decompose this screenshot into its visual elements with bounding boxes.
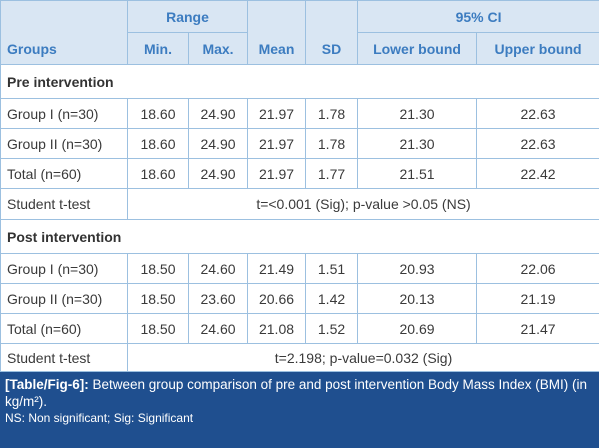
cell: 22.06: [477, 254, 599, 284]
cell: 21.97: [248, 159, 306, 189]
header-cell: Groups: [1, 1, 128, 65]
cell: 24.90: [189, 129, 248, 159]
cell: 23.60: [189, 284, 248, 314]
cell: 21.19: [477, 284, 599, 314]
cell: 18.60: [128, 129, 189, 159]
cell: 18.50: [128, 254, 189, 284]
section-title: Pre intervention: [1, 65, 599, 99]
cell: 24.60: [189, 314, 248, 344]
caption-label: [Table/Fig-6]:: [5, 377, 89, 392]
section-row: Post intervention: [1, 220, 599, 254]
cell: 21.97: [248, 99, 306, 129]
test-label: Student t-test: [1, 189, 128, 220]
cell: 18.50: [128, 284, 189, 314]
cell: 1.52: [306, 314, 358, 344]
cell: 1.77: [306, 159, 358, 189]
cell: 18.50: [128, 314, 189, 344]
cell: 20.93: [358, 254, 477, 284]
cell: 1.78: [306, 129, 358, 159]
header-cell: Max.: [189, 33, 248, 65]
row-label: Total (n=60): [1, 159, 128, 189]
cell: 20.69: [358, 314, 477, 344]
header-cell: Mean: [248, 1, 306, 65]
header-row: Groups Range Mean SD 95% CI: [1, 1, 599, 33]
section-row: Pre intervention: [1, 65, 599, 99]
cell: 21.51: [358, 159, 477, 189]
caption-note: NS: Non significant; Sig: Significant: [5, 410, 594, 427]
header-cell: 95% CI: [358, 1, 599, 33]
header-cell: SD: [306, 1, 358, 65]
cell: 18.60: [128, 159, 189, 189]
cell: 20.13: [358, 284, 477, 314]
cell: 21.08: [248, 314, 306, 344]
caption-main: [Table/Fig-6]: Between group comparison …: [5, 376, 594, 410]
cell: 1.42: [306, 284, 358, 314]
test-result: t=2.198; p-value=0.032 (Sig): [128, 344, 599, 372]
row-label: Group II (n=30): [1, 284, 128, 314]
test-result: t=<0.001 (Sig); p-value >0.05 (NS): [128, 189, 599, 220]
cell: 18.60: [128, 99, 189, 129]
header-cell: Lower bound: [358, 33, 477, 65]
cell: 1.78: [306, 99, 358, 129]
cell: 21.47: [477, 314, 599, 344]
cell: 21.30: [358, 99, 477, 129]
section-title: Post intervention: [1, 220, 599, 254]
test-label: Student t-test: [1, 344, 128, 372]
cell: 24.90: [189, 159, 248, 189]
caption: [Table/Fig-6]: Between group comparison …: [0, 372, 599, 448]
row-label: Total (n=60): [1, 314, 128, 344]
row-label: Group I (n=30): [1, 254, 128, 284]
cell: 22.42: [477, 159, 599, 189]
row-label: Group II (n=30): [1, 129, 128, 159]
cell: 22.63: [477, 99, 599, 129]
cell: 24.90: [189, 99, 248, 129]
cell: 1.51: [306, 254, 358, 284]
cell: 20.66: [248, 284, 306, 314]
row-label: Group I (n=30): [1, 99, 128, 129]
cell: 21.49: [248, 254, 306, 284]
cell: 22.63: [477, 129, 599, 159]
caption-text: Between group comparison of pre and post…: [5, 377, 587, 409]
cell: 24.60: [189, 254, 248, 284]
cell: 21.97: [248, 129, 306, 159]
header-cell: Min.: [128, 33, 189, 65]
data-table: Groups Range Mean SD 95% CI Min. Max. Lo…: [0, 0, 599, 372]
header-cell: Range: [128, 1, 248, 33]
cell: 21.30: [358, 129, 477, 159]
header-cell: Upper bound: [477, 33, 599, 65]
